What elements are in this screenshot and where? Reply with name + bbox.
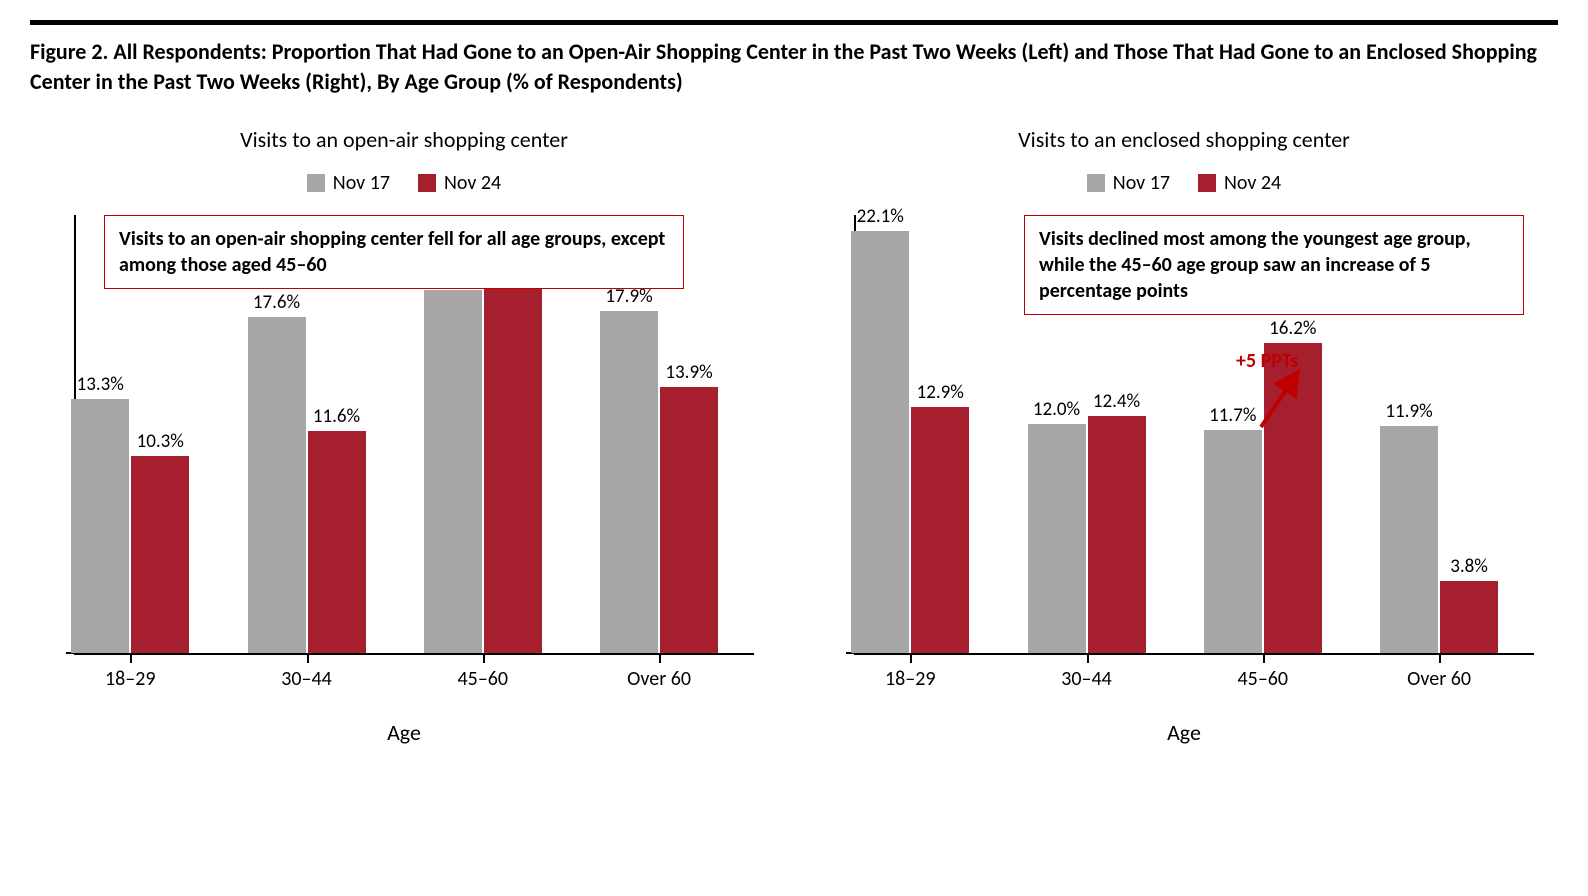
bar-s2: 3.8%: [1440, 581, 1498, 654]
bar-group: 17.6%11.6%: [239, 317, 375, 654]
callout-text: Visits declined most among the youngest …: [1039, 227, 1471, 303]
chart-left-axis-label: Age: [44, 719, 764, 746]
bar-label: 12.0%: [1033, 398, 1080, 421]
chart-right-axis-label: Age: [824, 719, 1544, 746]
swatch-s2: [418, 174, 436, 192]
chart-left-plot: Visits to an open-air shopping center fe…: [44, 215, 764, 715]
chart-right-callout: Visits declined most among the youngest …: [1024, 215, 1524, 315]
swatch-s1: [307, 174, 325, 192]
top-rule: [30, 20, 1558, 25]
legend-item-s1: Nov 17: [307, 171, 390, 195]
figure-title: Figure 2. All Respondents: Proportion Th…: [30, 37, 1558, 96]
bar-s2: 10.3%: [131, 456, 189, 653]
chart-right: Visits to an enclosed shopping center No…: [824, 126, 1544, 746]
bar-group: 17.9%13.9%: [591, 311, 727, 653]
bar-s2: 12.4%: [1088, 416, 1146, 653]
legend-label-s1: Nov 17: [333, 171, 390, 195]
chart-right-plot: Visits declined most among the youngest …: [824, 215, 1544, 715]
legend-label-s1: Nov 17: [1113, 171, 1170, 195]
bar-s2: 11.6%: [308, 431, 366, 653]
chart-left-title: Visits to an open-air shopping center: [44, 126, 764, 153]
bar-s1: 12.0%: [1028, 424, 1086, 654]
chart-left-legend: Nov 17 Nov 24: [44, 171, 764, 195]
chart-left-callout: Visits to an open-air shopping center fe…: [104, 215, 684, 289]
bar-group: 13.3%10.3%: [62, 399, 198, 653]
legend-item-s2: Nov 24: [1198, 171, 1281, 195]
annotation-ppts: +5 PPTs: [1236, 349, 1298, 373]
bar-label: 13.3%: [77, 373, 124, 396]
chart-left: Visits to an open-air shopping center No…: [44, 126, 764, 746]
bar-s1: 22.1%: [851, 231, 909, 654]
bar-s2: 16.2%: [1264, 343, 1322, 653]
legend-label-s2: Nov 24: [444, 171, 501, 195]
category-label: 45–60: [1238, 667, 1289, 691]
bar-s2: 13.9%: [660, 387, 718, 653]
category-label: 18–29: [885, 667, 936, 691]
bar-label: 10.3%: [137, 430, 184, 453]
bar-s1: 11.9%: [1380, 426, 1438, 654]
bar-label: 13.9%: [665, 361, 712, 384]
bar-label: 11.6%: [313, 405, 360, 428]
category-label: Over 60: [627, 667, 691, 691]
category-label: 45–60: [458, 667, 509, 691]
charts-row: Visits to an open-air shopping center No…: [30, 126, 1558, 746]
legend-item-s1: Nov 17: [1087, 171, 1170, 195]
bar-s1: 17.6%: [248, 317, 306, 654]
legend-label-s2: Nov 24: [1224, 171, 1281, 195]
category-label: 18–29: [105, 667, 156, 691]
bar-group: 11.9%3.8%: [1371, 426, 1507, 654]
swatch-s2: [1198, 174, 1216, 192]
chart-right-title: Visits to an enclosed shopping center: [824, 126, 1544, 153]
bar-label: 11.7%: [1209, 404, 1256, 427]
bar-s1: 13.3%: [71, 399, 129, 653]
chart-right-legend: Nov 17 Nov 24: [824, 171, 1544, 195]
bar-group: 22.1%12.9%: [842, 231, 978, 654]
bar-label: 11.9%: [1385, 400, 1432, 423]
callout-text: Visits to an open-air shopping center fe…: [119, 227, 665, 277]
bar-s1: 11.7%: [1204, 430, 1262, 654]
bar-s2: 12.9%: [911, 407, 969, 654]
bar-group: 19.0%19.9%: [415, 273, 551, 654]
category-label: Over 60: [1407, 667, 1471, 691]
bar-label: 16.2%: [1269, 317, 1316, 340]
bar-label: 12.9%: [917, 381, 964, 404]
category-label: 30–44: [1061, 667, 1112, 691]
bar-label: 12.4%: [1093, 390, 1140, 413]
bar-label: 3.8%: [1450, 555, 1488, 578]
bar-s1: 17.9%: [600, 311, 658, 653]
bar-s2: 19.9%: [484, 273, 542, 654]
swatch-s1: [1087, 174, 1105, 192]
bar-s1: 19.0%: [424, 290, 482, 653]
bar-label: 17.6%: [253, 291, 300, 314]
bar-label: 22.1%: [857, 205, 904, 228]
category-label: 30–44: [281, 667, 332, 691]
bar-group: 12.0%12.4%: [1019, 416, 1155, 653]
bar-group: 11.7%16.2%: [1195, 343, 1331, 653]
legend-item-s2: Nov 24: [418, 171, 501, 195]
